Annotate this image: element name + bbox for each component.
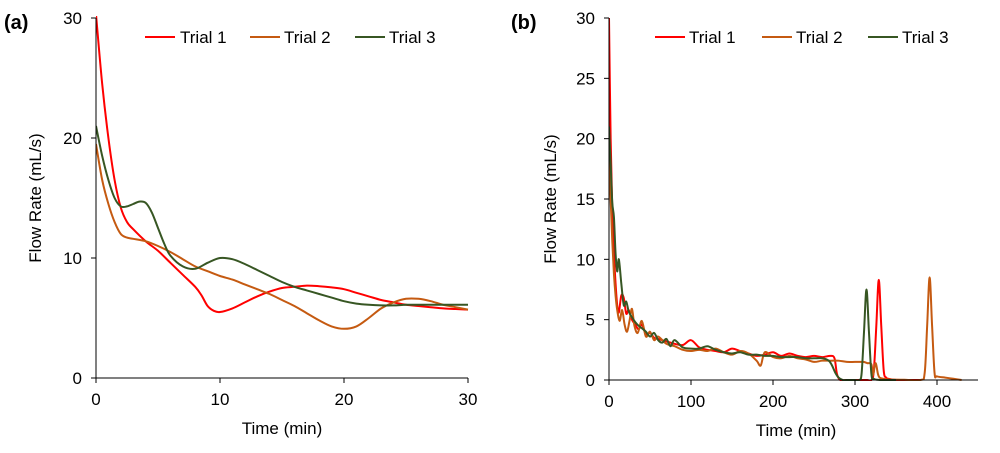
panel-a-y-tick-label: 10 (63, 249, 82, 268)
panel-a-x-tick-label: 0 (91, 390, 100, 409)
panel-b-y-tick-label: 15 (576, 190, 595, 209)
panel-a-series-line-trial-2 (96, 143, 469, 330)
panel-b-y-tick-label: 30 (576, 9, 595, 28)
panel-b-series-group (609, 17, 962, 381)
panel-a-y-tick-label: 0 (73, 369, 82, 388)
panel-a-series-line-trial-3 (96, 125, 468, 307)
panel-a-legend-label-trial-1: Trial 1 (180, 28, 227, 47)
panel-b-ylabel: Flow Rate (mL/s) (541, 134, 560, 263)
panel-b-x-tick-label: 0 (604, 392, 613, 411)
panel-b-series-line-trial-2 (609, 144, 962, 381)
panel-a-y-tick-label: 30 (63, 9, 82, 28)
panel-a-ylabel: Flow Rate (mL/s) (26, 133, 45, 262)
panel-a-x-tick-label: 20 (335, 390, 354, 409)
panel-b-y-tick-label: 0 (586, 371, 595, 390)
panel-b-y-tick-label: 25 (576, 69, 595, 88)
panel-a-legend-label-trial-3: Trial 3 (389, 28, 436, 47)
panel-a-legend: Trial 1 Trial 2 Trial 3 (145, 28, 436, 47)
panel-b-y-tick-label: 5 (586, 311, 595, 330)
panel-b-label: (b) (511, 12, 537, 34)
panel-b-y-tick-label: 10 (576, 250, 595, 269)
panel-a-x-tick-label: 10 (211, 390, 230, 409)
panel-b-legend-label-trial-3: Trial 3 (902, 28, 949, 47)
panel-b-ticks: 0 100 200 300 400 0 5 10 15 20 25 30 (576, 9, 951, 411)
panel-b-x-tick-label: 400 (923, 392, 951, 411)
panel-b-y-tick-label: 20 (576, 130, 595, 149)
panel-b-x-tick-label: 200 (759, 392, 787, 411)
chart-panel-b: (b) 0 100 200 300 400 0 5 10 15 20 25 30 Time (min)… (511, 9, 978, 440)
panel-b-legend-label-trial-2: Trial 2 (796, 28, 843, 47)
panel-a-series-line-trial-1 (96, 16, 469, 314)
panel-a-series-group (96, 16, 469, 330)
panel-a-y-tick-label: 20 (63, 129, 82, 148)
panel-b-x-tick-label: 100 (677, 392, 705, 411)
panel-a-label: (a) (4, 12, 28, 34)
panel-a-legend-label-trial-2: Trial 2 (284, 28, 331, 47)
panel-a-x-tick-label: 30 (459, 390, 478, 409)
panel-a-ticks: 0 10 20 30 0 10 20 30 (63, 9, 477, 409)
chart-panel-a: (a) 0 10 20 30 0 10 20 30 Time (min) Flow Rate … (4, 9, 477, 438)
panel-b-x-tick-label: 300 (841, 392, 869, 411)
panel-b-legend-label-trial-1: Trial 1 (689, 28, 736, 47)
panel-b-series-line-trial-1 (609, 17, 921, 381)
panel-b-xlabel: Time (min) (756, 421, 837, 440)
panel-a-xlabel: Time (min) (242, 419, 323, 438)
panel-b-legend: Trial 1 Trial 2 Trial 3 (655, 28, 949, 47)
panel-b-series-line-trial-3 (609, 126, 896, 381)
